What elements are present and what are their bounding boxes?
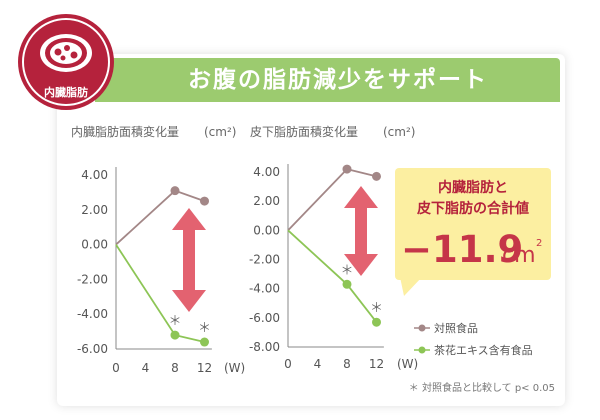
x-axis-unit: (W): [224, 361, 245, 375]
y-tick-label: 2.00: [253, 194, 280, 208]
difference-arrow-visceral: [172, 208, 206, 312]
y-tick-label: 4.00: [81, 168, 108, 182]
legend: 対照食品 茶花エキス含有食品: [414, 321, 533, 357]
y-tick-label: -2.00: [249, 253, 280, 267]
y-tick-label: 0.00: [81, 238, 108, 252]
significance-mark: ＊: [168, 314, 181, 329]
x-tick-label: 4: [142, 361, 150, 375]
title-banner: [95, 58, 560, 102]
x-tick-label: 4: [314, 357, 322, 371]
x-axis-unit: (W): [397, 357, 418, 371]
data-point: [342, 164, 352, 174]
y-tick-label: -2.00: [77, 272, 108, 286]
callout-line1: 内臓脂肪と: [438, 179, 508, 196]
y-tick-label: 4.00: [253, 165, 280, 179]
callout-line2: 皮下脂肪の合計値: [416, 200, 529, 217]
x-tick-label: 12: [369, 357, 384, 371]
data-point: [200, 196, 209, 206]
y-tick-label: -4.00: [249, 282, 280, 296]
footnote: ＊ 対照食品と比較して p< 0.05: [409, 381, 555, 394]
legend-label-test: 茶花エキス含有食品: [434, 343, 533, 357]
legend-marker-test: [418, 346, 426, 354]
chart-title: 内臓脂肪面積変化量: [71, 124, 179, 139]
significance-mark: ＊: [370, 301, 383, 316]
chart-title: 皮下脂肪面積変化量: [250, 124, 358, 139]
x-tick-label: 8: [343, 357, 351, 371]
y-tick-label: 0.00: [253, 223, 280, 237]
callout-unit-sup: 2: [536, 238, 542, 249]
x-tick-label: 0: [284, 357, 292, 371]
visceral-fat-icon: [40, 34, 92, 72]
significance-mark: ＊: [340, 263, 353, 278]
significance-mark: ＊: [198, 321, 211, 336]
callout-unit: cm: [502, 243, 536, 268]
total-reduction-callout: 内臓脂肪と 皮下脂肪の合計値 −11.9 cm 2: [395, 168, 551, 296]
badge-ring: [22, 18, 110, 106]
x-tick-label: 12: [197, 361, 212, 375]
data-point: [170, 186, 180, 196]
y-tick-label: -8.00: [249, 340, 280, 354]
callout-value: −11.9: [401, 228, 523, 271]
y-tick-label: 2.00: [81, 203, 108, 217]
legend-label-control: 対照食品: [434, 321, 478, 335]
badge-label: 内臓脂肪: [44, 85, 88, 99]
banner-title: お腹の脂肪減少をサポート: [188, 67, 488, 93]
y-tick-label: -6.00: [249, 311, 280, 325]
subcutaneous-fat-chart: 皮下脂肪面積変化量 (cm²) 4.00 2.00 0.00 -2.00 -4.00 -6…: [249, 124, 418, 371]
chart-unit: (cm²): [204, 125, 236, 139]
chart-unit: (cm²): [383, 125, 415, 139]
x-tick-label: 8: [171, 361, 179, 375]
difference-arrow-subcutaneous: [344, 186, 378, 276]
legend-marker-control: [418, 324, 426, 332]
visceral-fat-badge: 内臓脂肪: [18, 14, 114, 110]
data-point: [342, 279, 352, 289]
y-tick-label: -4.00: [77, 307, 108, 321]
y-tick-label: -6.00: [77, 342, 108, 356]
x-tick-label: 0: [112, 361, 120, 375]
data-point: [170, 330, 180, 340]
visceral-fat-chart: 内臓脂肪面積変化量 (cm²) 4.00 2.00 0.00 -2.00 -4.00 -6…: [71, 124, 245, 375]
data-point: [372, 317, 381, 327]
data-point: [372, 171, 381, 181]
data-point: [200, 337, 209, 347]
